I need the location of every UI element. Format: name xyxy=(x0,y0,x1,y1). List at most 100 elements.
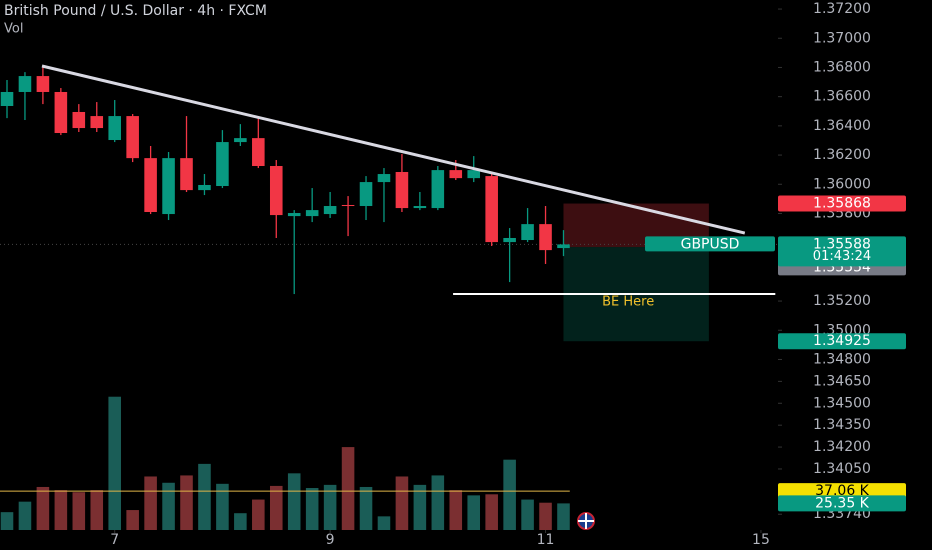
be-text: BE Here xyxy=(602,295,654,310)
volume-bar xyxy=(557,503,570,530)
volume-bar xyxy=(108,396,121,530)
volume-label: 25.35 K xyxy=(815,495,870,511)
volume-bar xyxy=(431,475,445,530)
candle-body xyxy=(341,204,355,207)
candle-body xyxy=(413,206,427,209)
symbol-tag xyxy=(645,236,775,252)
candle-body xyxy=(305,210,319,217)
candle-body xyxy=(180,158,193,191)
y-tick-label: 1.36200 xyxy=(813,147,871,163)
y-tick-label: 1.37200 xyxy=(813,1,871,17)
price-label-box xyxy=(778,195,906,212)
y-tick-label: 1.34650 xyxy=(813,373,871,389)
candle-body xyxy=(485,176,498,243)
candle-body xyxy=(431,170,445,209)
y-tick-label: 1.34050 xyxy=(813,461,871,477)
candle-body xyxy=(216,142,229,187)
y-tick-label: 1.34350 xyxy=(813,417,871,433)
volume-bar xyxy=(144,476,157,530)
y-tick-label: 1.36000 xyxy=(813,176,871,192)
symbol-label: GBPUSD xyxy=(681,236,740,252)
trend-line xyxy=(41,64,746,235)
chart-title: British Pound / U.S. Dollar · 4h · FXCM xyxy=(4,3,267,19)
y-tick-label: 1.34200 xyxy=(813,439,871,455)
y-tick-label: 1.34500 xyxy=(813,395,871,411)
price-label-box xyxy=(778,236,906,267)
volume-label-box xyxy=(778,483,906,500)
volume-bar xyxy=(485,494,498,530)
x-tick-label: 7 xyxy=(110,532,119,548)
volume-bar xyxy=(216,483,229,530)
candle-body xyxy=(323,206,337,215)
indicator-name: Vol xyxy=(4,22,23,37)
volume-bar xyxy=(72,492,86,530)
y-tick-label: 1.35200 xyxy=(813,293,871,309)
volume-bar xyxy=(269,485,283,530)
countdown: 01:43:24 xyxy=(813,249,871,264)
volume-bar xyxy=(341,447,355,530)
price-label-box xyxy=(778,333,906,350)
volume-bar xyxy=(395,476,409,530)
candle-body xyxy=(144,158,157,212)
candle-body xyxy=(126,116,139,159)
volume-bar xyxy=(539,502,552,530)
volume-bar xyxy=(252,499,265,530)
volume-bar xyxy=(377,516,391,530)
candle-body xyxy=(359,182,373,207)
volume-bar xyxy=(503,459,516,530)
y-tick-label: 1.36600 xyxy=(813,89,871,105)
candle-body xyxy=(252,138,265,167)
x-tick-label: 11 xyxy=(537,532,555,548)
x-tick-label: 15 xyxy=(752,532,770,548)
price-label: 1.34925 xyxy=(813,333,871,349)
candle-body xyxy=(90,116,104,129)
candle-body xyxy=(539,224,552,251)
volume-bar xyxy=(162,482,175,530)
candle-body xyxy=(36,76,50,92)
volume-label: 37.06 K xyxy=(815,483,870,499)
y-tick-label: 1.37000 xyxy=(813,30,871,46)
volume-bar xyxy=(180,475,193,530)
candle-body xyxy=(234,138,247,143)
volume-bar xyxy=(521,499,534,530)
y-tick-label: 1.36400 xyxy=(813,118,871,134)
candle-body xyxy=(377,174,391,183)
candle-body xyxy=(18,76,32,92)
volume-bar xyxy=(449,490,463,530)
volume-bar xyxy=(467,495,481,530)
y-tick-label: 1.36800 xyxy=(813,59,871,75)
volume-bar xyxy=(36,486,50,530)
candle-body xyxy=(503,237,516,243)
price-label: 1.35588 xyxy=(813,236,871,252)
candle-body xyxy=(0,91,14,106)
volume-bar xyxy=(287,473,301,530)
candle-body xyxy=(287,213,301,217)
volume-label-box xyxy=(778,495,906,512)
candle-body xyxy=(72,111,86,129)
volume-bar xyxy=(413,484,427,530)
volume-bar xyxy=(323,484,337,530)
candle-body xyxy=(521,224,534,241)
price-label: 1.35868 xyxy=(813,196,871,212)
y-tick-label: 1.34800 xyxy=(813,351,871,367)
candle-body xyxy=(54,91,68,134)
candle-body xyxy=(162,158,175,215)
candle-body xyxy=(198,184,211,191)
volume-bar xyxy=(359,486,373,530)
candle-body xyxy=(269,166,283,216)
volume-bar xyxy=(305,488,319,530)
volume-bar xyxy=(198,463,211,530)
candle-body xyxy=(557,244,570,249)
candle-body xyxy=(108,116,121,141)
volume-bar xyxy=(90,490,104,530)
volume-bar xyxy=(0,512,14,530)
candle-body xyxy=(449,170,463,179)
volume-bar xyxy=(54,490,68,530)
candle-body xyxy=(395,171,409,209)
candle-body xyxy=(467,170,481,179)
volume-bar xyxy=(18,501,32,530)
x-tick-label: 9 xyxy=(326,532,335,548)
volume-bar xyxy=(234,513,247,530)
volume-bar xyxy=(126,510,139,530)
